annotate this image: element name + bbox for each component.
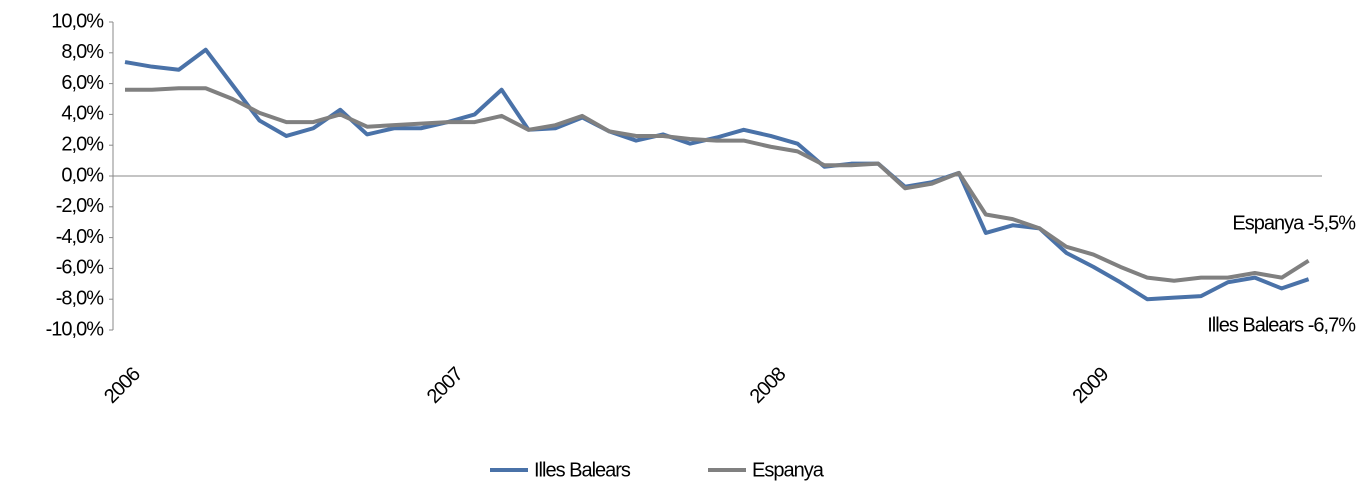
legend-label: Espanya — [752, 459, 825, 481]
x-tick-label: 2009 — [1068, 363, 1113, 408]
y-tick-label: -6,0% — [56, 257, 104, 279]
x-tick-label: 2007 — [423, 363, 468, 408]
y-tick-label: 2,0% — [61, 133, 104, 155]
y-tick-label: 8,0% — [61, 41, 104, 63]
y-tick-label: -2,0% — [56, 195, 104, 217]
y-tick-label: 4,0% — [61, 103, 104, 125]
annotation: Espanya -5,5% — [1232, 212, 1356, 234]
y-tick-label: -8,0% — [56, 287, 104, 309]
y-tick-label: 10,0% — [51, 10, 104, 32]
x-tick-label: 2008 — [746, 363, 791, 408]
annotation: Illes Balears -6,7% — [1207, 314, 1356, 336]
line-series — [125, 86, 1310, 283]
x-tick-label: 2006 — [100, 363, 145, 408]
y-tick-label: 6,0% — [61, 72, 104, 94]
line-series — [124, 47, 1310, 302]
y-tick-label: -4,0% — [56, 226, 104, 248]
y-tick-label: -10,0% — [46, 318, 105, 340]
y-tick-label: 0,0% — [61, 164, 104, 186]
legend-label: Illes Balears — [534, 459, 631, 481]
